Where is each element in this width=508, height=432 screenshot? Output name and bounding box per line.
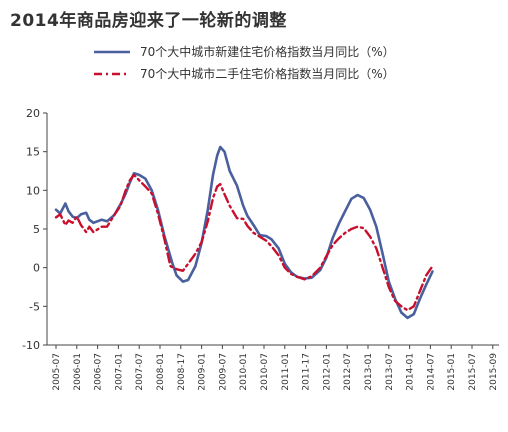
x-tick-label: 2009-01 [198,353,208,391]
series-line-second-hand [54,173,434,312]
y-tick-label: -5 [29,300,40,313]
x-tick-label: 2007-01 [114,353,124,391]
x-tick-label: 2008-17 [177,353,187,391]
x-tick-label: 2015-01 [447,353,457,391]
x-tick-label: 2012-01 [322,353,332,391]
legend-label-new-housing: 70个大中城市新建住宅价格指数当月同比（%） [140,45,395,59]
x-tick-label: 2014-07 [426,353,436,391]
x-tick-label: 2008-01 [156,353,166,391]
legend-swatch-dash-dot [94,72,130,76]
x-tick-label: 2011-01 [281,353,291,391]
y-tick-label: 20 [26,107,40,120]
legend-label-second-hand: 70个大中城市二手住宅价格指数当月同比（%） [140,67,395,81]
x-tick-label: 2007-07 [135,353,145,391]
y-tick-label: 15 [26,146,40,159]
x-tick-label: 2015-07 [468,353,478,391]
x-tick-label: 2009-07 [218,353,228,391]
y-tick-label: -10 [22,339,40,352]
x-tick-label: 2012-07 [343,353,353,391]
chart-title: 2014年商品房迎来了一轮新的调整 [10,11,287,31]
x-tick-label: 2014-01 [406,353,416,391]
x-tick-label: 2011-17 [302,353,312,391]
x-tick-label: 2010-07 [260,353,270,391]
y-tick-label: 10 [26,184,40,197]
x-tick-label: 2015-09 [489,353,499,391]
x-tick-label: 2010-01 [239,353,249,391]
legend-swatch-solid [94,50,130,54]
y-tick-label: 0 [33,262,40,275]
x-tick-label: 2005-07 [52,353,62,391]
series-line-new-housing [54,145,434,320]
x-tick-label: 2013-07 [385,353,395,391]
x-tick-label: 2006-01 [73,353,83,391]
y-tick-label: 5 [33,223,40,236]
x-tick-label: 2013-01 [364,353,374,391]
x-tick-label: 2006-07 [94,353,104,391]
